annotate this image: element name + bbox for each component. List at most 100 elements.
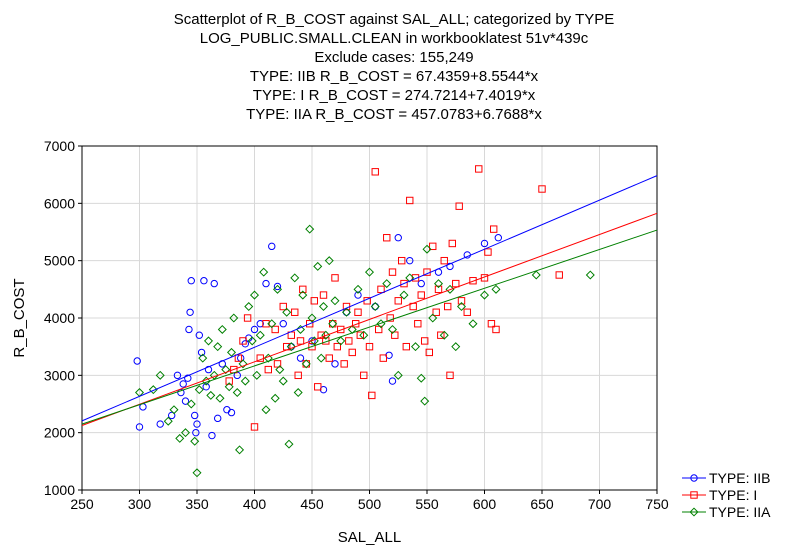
fit-line-type-i <box>81 212 658 426</box>
regression-equation-iib: TYPE: IIB R_B_COST = 67.4359+8.5544*x <box>249 68 539 85</box>
point-type-iia <box>399 290 409 300</box>
point-type-i <box>319 291 328 299</box>
point-type-iia <box>221 365 231 375</box>
point-type-i <box>348 348 356 357</box>
chart-title: Scatterplot of R_B_COST against SAL_ALL;… <box>173 11 615 28</box>
point-type-iia <box>468 319 478 329</box>
point-type-i <box>345 337 353 345</box>
x-tick-label: 500 <box>358 496 382 512</box>
point-type-iia <box>439 330 449 340</box>
point-type-i <box>365 342 374 351</box>
point-type-i <box>452 279 460 288</box>
point-type-i <box>429 242 437 251</box>
point-type-i <box>360 371 368 380</box>
point-type-i <box>371 168 379 176</box>
point-type-iia <box>203 336 214 346</box>
point-type-iib <box>227 408 236 417</box>
point-type-iib <box>296 354 305 362</box>
point-type-iib <box>210 279 218 288</box>
point-type-iia <box>305 224 315 234</box>
point-type-iia <box>267 319 277 329</box>
point-type-iib <box>179 380 187 388</box>
point-type-iia <box>272 284 283 294</box>
y-tick-label: 2000 <box>44 425 75 441</box>
point-type-iia <box>445 284 455 294</box>
point-type-iib <box>250 325 259 334</box>
point-type-iia <box>301 359 311 369</box>
x-tick-label: 400 <box>243 496 267 512</box>
point-type-i <box>368 391 376 400</box>
point-type-i <box>356 331 365 339</box>
point-type-i <box>414 320 422 328</box>
point-type-iia <box>190 436 200 446</box>
point-type-i <box>271 325 279 334</box>
point-type-iia <box>405 273 415 283</box>
point-type-iia <box>428 313 438 323</box>
point-type-iia <box>416 373 426 383</box>
point-type-iia <box>217 324 227 334</box>
point-type-iia <box>290 273 300 283</box>
point-type-iia <box>531 270 541 280</box>
legend-marker-type-iib <box>690 474 698 482</box>
point-type-iia <box>235 445 245 455</box>
point-type-iia <box>226 347 237 357</box>
y-tick-label: 6000 <box>44 195 75 211</box>
point-type-iib <box>173 371 182 380</box>
point-type-i <box>448 239 457 248</box>
point-type-i <box>354 308 362 316</box>
y-tick-label: 7000 <box>44 138 75 154</box>
point-type-iia <box>330 296 340 306</box>
point-type-i <box>291 308 299 316</box>
point-type-i <box>425 348 434 357</box>
point-type-iib <box>417 279 425 288</box>
point-type-iia <box>393 370 403 380</box>
y-tick-label: 1000 <box>44 482 75 498</box>
x-axis-label: SAL_ALL <box>338 529 401 546</box>
point-type-iib <box>256 320 264 328</box>
point-type-i <box>340 360 348 368</box>
point-type-iia <box>491 284 501 294</box>
point-type-iia <box>420 396 430 406</box>
point-type-iia <box>163 416 173 426</box>
x-tick-label: 550 <box>415 496 439 512</box>
x-tick-label: 250 <box>70 496 94 512</box>
point-type-i <box>432 308 440 316</box>
point-type-i <box>388 268 397 276</box>
point-type-i <box>484 248 492 256</box>
point-type-i <box>475 165 483 173</box>
point-type-iia <box>198 353 208 363</box>
point-type-iib <box>181 397 190 405</box>
point-type-iib <box>192 428 200 437</box>
point-type-iib <box>406 256 414 265</box>
point-type-iib <box>268 242 276 251</box>
point-type-iib <box>202 383 210 391</box>
point-type-i <box>306 320 314 328</box>
point-type-i <box>421 337 429 345</box>
point-type-iib <box>156 420 164 428</box>
point-type-i <box>394 297 402 305</box>
legend-marker-type-iia <box>689 507 699 517</box>
point-type-i <box>243 314 252 322</box>
point-type-iia <box>284 439 294 449</box>
point-type-iia <box>229 313 239 323</box>
point-type-i <box>417 291 425 299</box>
point-type-i <box>379 354 388 362</box>
point-type-iia <box>240 376 250 386</box>
point-type-iia <box>194 385 204 395</box>
point-type-iib <box>186 308 194 316</box>
point-type-iia <box>382 279 392 289</box>
chart-title-block: Scatterplot of R_B_COST against SAL_ALL;… <box>0 10 788 124</box>
point-type-iib <box>133 357 141 365</box>
point-type-i <box>406 196 414 205</box>
point-type-i <box>310 297 319 305</box>
point-type-iib <box>446 262 454 271</box>
point-type-iia <box>278 376 288 386</box>
point-type-i <box>386 314 394 322</box>
point-type-iia <box>232 388 242 398</box>
point-type-iia <box>206 390 216 400</box>
point-type-iia <box>255 330 265 340</box>
regression-equation-iia: TYPE: IIA R_B_COST = 457.0783+6.7688*x <box>246 106 542 123</box>
point-type-i <box>331 274 339 282</box>
point-type-iib <box>394 234 402 242</box>
